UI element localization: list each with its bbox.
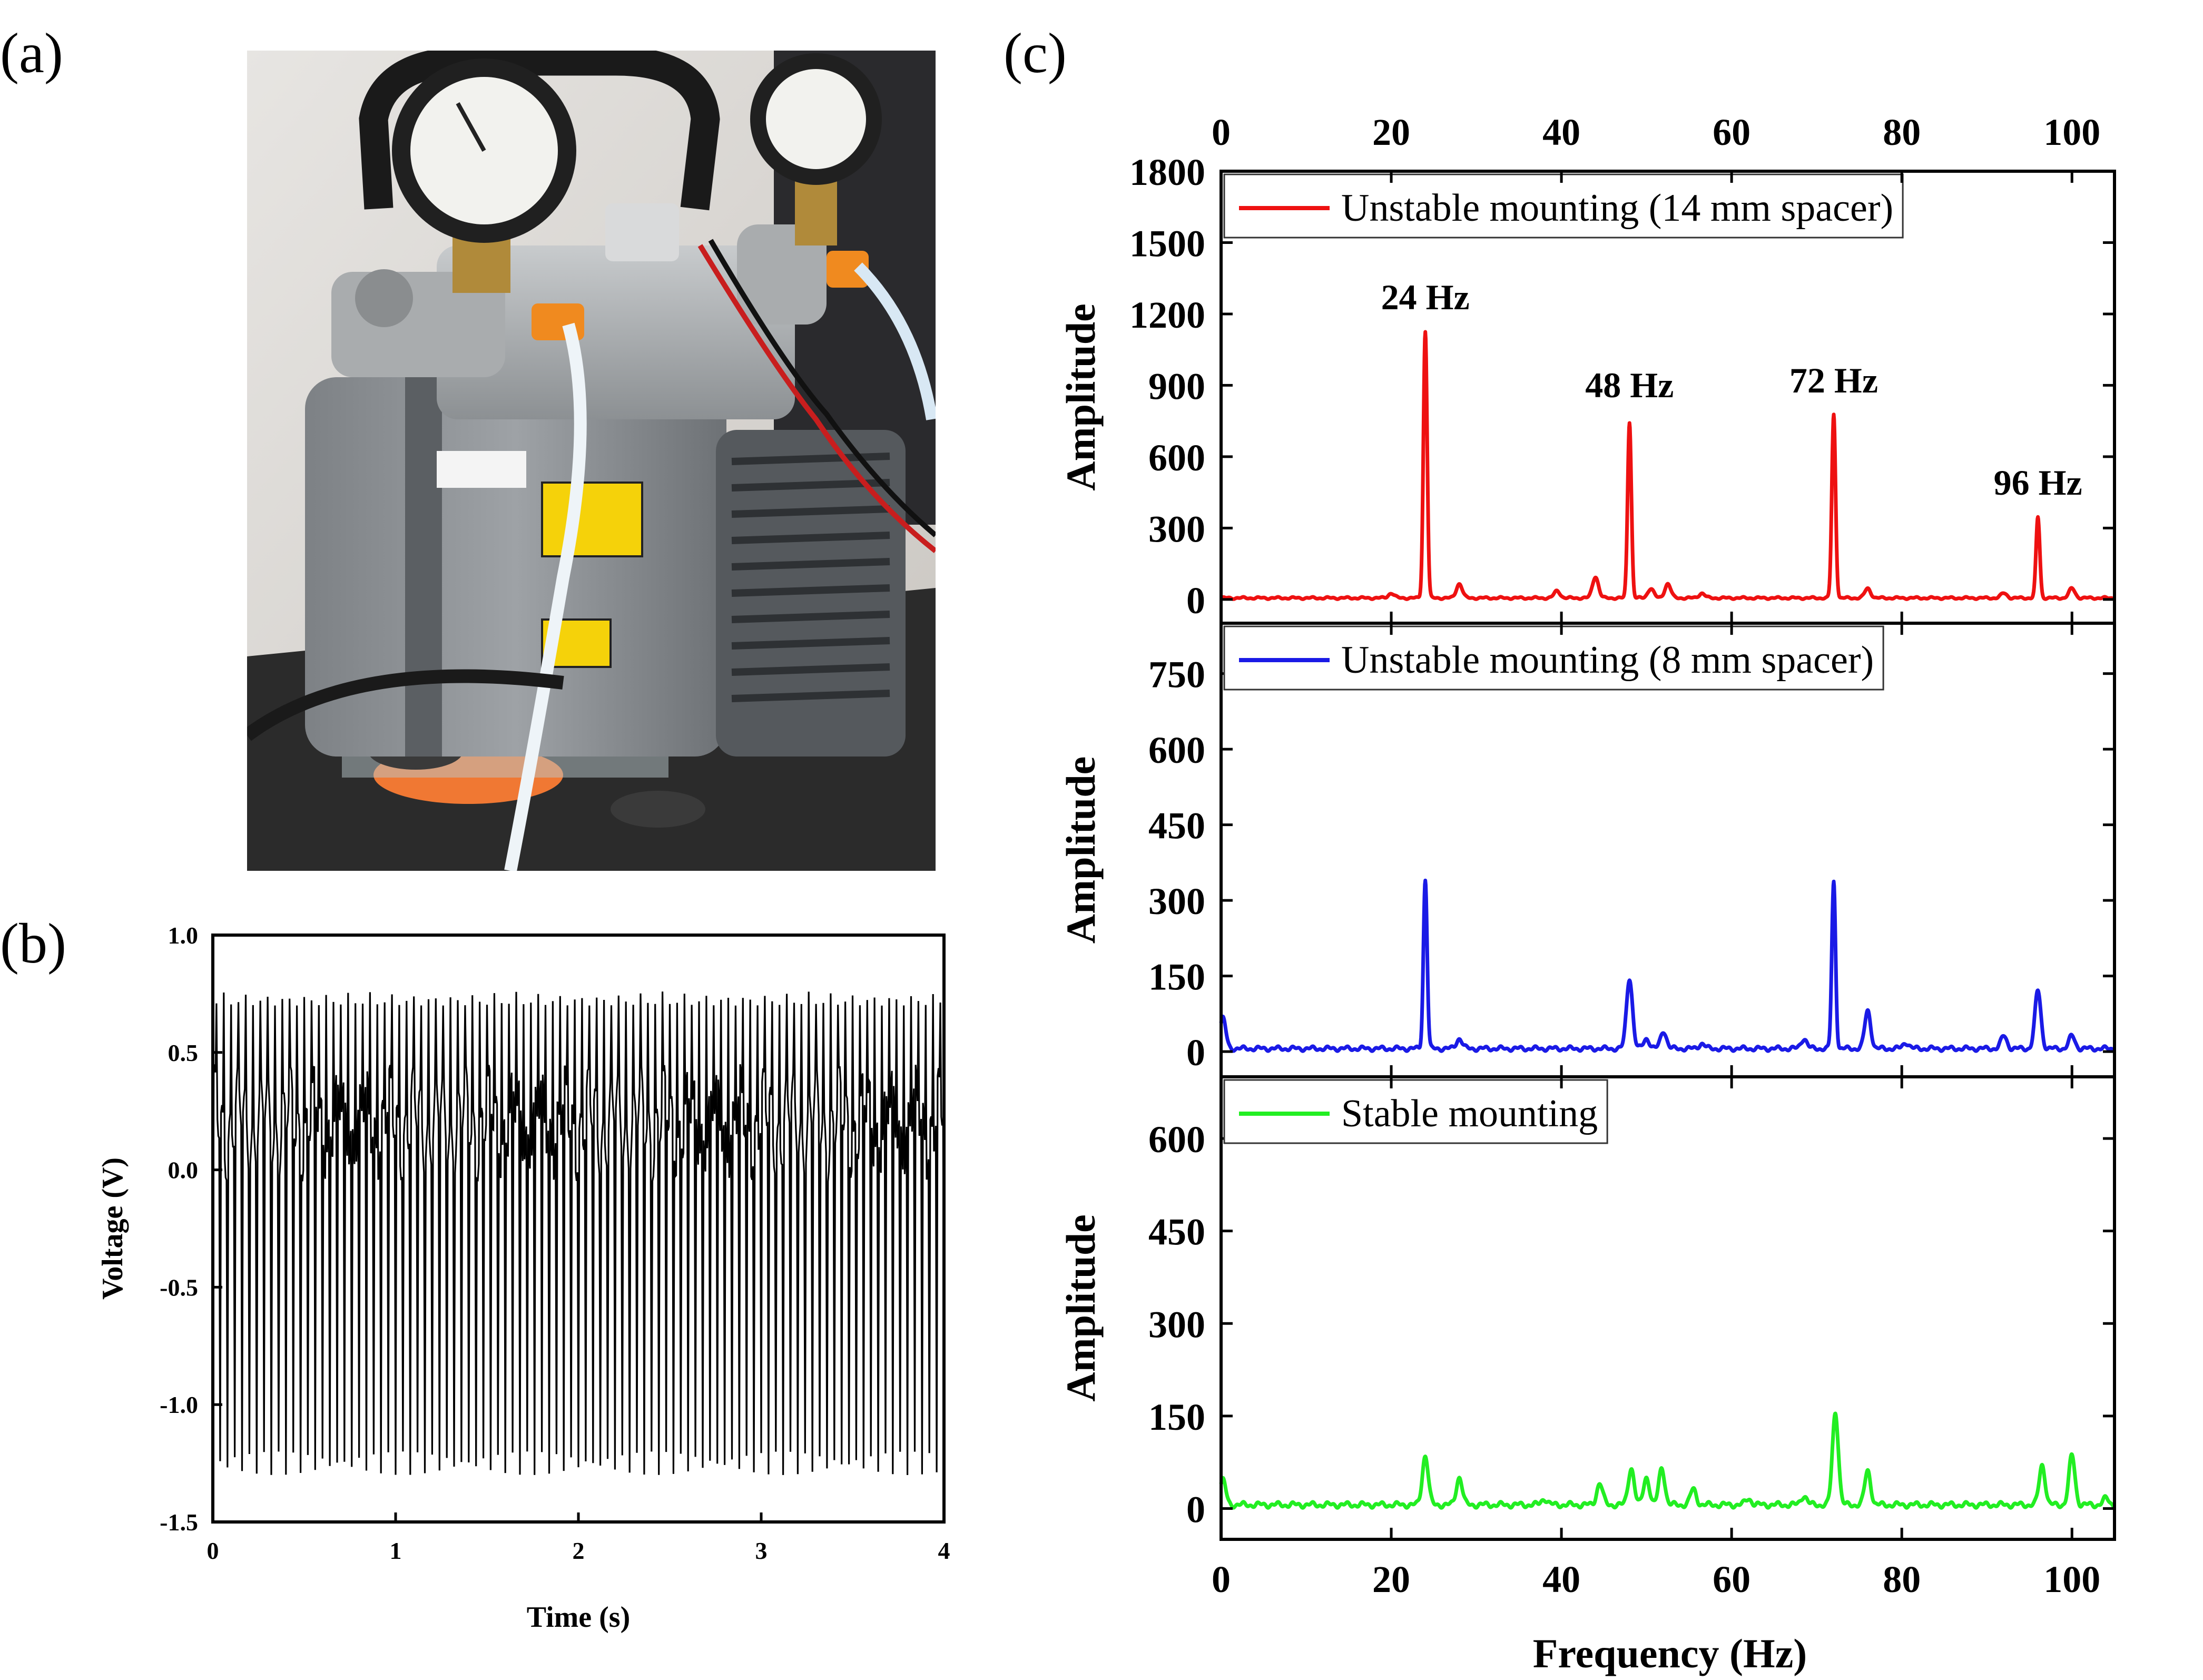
chart-c-x-axes: 0 0 20 20 40 40 60 60 80 80 100 100 xyxy=(1212,111,2100,1600)
chart-c-xlabel: Frequency (Hz) xyxy=(1533,1630,1807,1676)
chart-c-ytick-label: 1800 xyxy=(1129,151,1205,193)
chart-b-series-voltage xyxy=(212,991,945,1475)
chart-b-xtick-label: 4 xyxy=(938,1537,950,1564)
chart-c-legend-3: Stable mounting xyxy=(1223,1079,1608,1144)
chart-c-ylabel: Amplitude xyxy=(1058,1214,1104,1401)
photo-knob-left xyxy=(355,269,413,327)
chart-c-legend-1: Unstable mounting (14 mm spacer) xyxy=(1223,173,1904,239)
chart-c-ytick-label: 300 xyxy=(1148,880,1205,922)
photo-barcode-sticker xyxy=(437,451,526,488)
chart-c-top-xtick-label: 40 xyxy=(1542,111,1580,153)
chart-b-xtick-label: 3 xyxy=(755,1537,768,1564)
chart-c-legend-box xyxy=(1223,625,1884,691)
chart-b-xtick-label: 1 xyxy=(390,1537,402,1564)
chart-b-ytick-label: -1.0 xyxy=(160,1391,198,1418)
photo-head-cap xyxy=(605,203,679,261)
panel-label-b: (b) xyxy=(0,912,66,975)
chart-c-legend-label: Stable mounting xyxy=(1341,1092,1598,1135)
chart-c-ytick-label: 450 xyxy=(1148,1211,1205,1253)
panel-label-a: (a) xyxy=(0,22,63,85)
photo-wire-red xyxy=(697,244,936,553)
chart-c-ytick-label: 300 xyxy=(1148,1303,1205,1345)
chart-c-ytick-label: 1500 xyxy=(1129,222,1205,264)
chart-c-ytick-label: 300 xyxy=(1148,508,1205,550)
chart-c-peak-annotation: 24 Hz xyxy=(1381,277,1470,317)
chart-c-ytick-label: 450 xyxy=(1148,805,1205,847)
chart-c-ytick-label: 600 xyxy=(1148,729,1205,771)
chart-c-ytick-label: 150 xyxy=(1148,956,1205,998)
photo-foot-right xyxy=(611,791,705,828)
chart-c-ytick-label: 900 xyxy=(1148,365,1205,407)
chart-b-ytick-label: 0.5 xyxy=(168,1039,199,1066)
chart-c-xtick-label: 20 xyxy=(1372,1558,1410,1600)
chart-c-top-xtick-label: 20 xyxy=(1372,111,1410,153)
chart-b-xtick-label: 0 xyxy=(207,1537,219,1564)
photo-grille-slats xyxy=(731,453,890,702)
chart-b-ytick-label: -1.5 xyxy=(160,1509,198,1536)
chart-c-ylabel: Amplitude xyxy=(1058,303,1104,490)
chart-c-peak-annotation: 48 Hz xyxy=(1585,365,1674,405)
chart-c-xtick-label: 40 xyxy=(1542,1558,1580,1600)
chart-c-legend-label: Unstable mounting (8 mm spacer) xyxy=(1341,638,1874,682)
chart-c-xtick-label: 0 xyxy=(1212,1558,1231,1600)
chart-c-peak-annotation: 96 Hz xyxy=(1994,463,2082,503)
chart-c-subplot-2: 0 150 300 450 600 750 Amplitude Unstable mounti… xyxy=(1058,622,2116,1078)
chart-b-ytick-label: 1.0 xyxy=(168,922,199,949)
chart-c-subplot-frame xyxy=(1219,1075,2116,1541)
chart-c-xtick-label: 80 xyxy=(1883,1558,1921,1600)
chart-b-ytick-label: -0.5 xyxy=(160,1274,198,1301)
photo-power-cord xyxy=(247,669,564,741)
chart-c-top-xtick-label: 60 xyxy=(1713,111,1750,153)
photo-gauge-bracket xyxy=(359,51,720,211)
chart-c-series-2 xyxy=(1219,878,2116,1053)
chart-c-top-xtick-label: 80 xyxy=(1883,111,1921,153)
photo-motor-band xyxy=(405,377,442,757)
chart-c-subplots: 0300600900120015001800AmplitudeUnstable … xyxy=(1058,151,2116,1541)
photo-wire-black xyxy=(708,239,936,537)
chart-c-subplot-3: 0 150 300 450 600 Amplitude Stable mounting xyxy=(1058,1075,2116,1541)
chart-c-ytick-label: 0 xyxy=(1186,1031,1205,1074)
photo-fitting-right xyxy=(827,251,869,288)
chart-c-ytick-label: 150 xyxy=(1148,1396,1205,1438)
chart-b-ytick-label: 0.0 xyxy=(168,1157,199,1184)
chart-c-legend-2: Unstable mounting (8 mm spacer) xyxy=(1223,625,1884,691)
chart-c-ytick-label: 0 xyxy=(1186,1488,1205,1530)
chart-c-ytick-label: 0 xyxy=(1186,579,1205,622)
chart-c-legend-label: Unstable mounting (14 mm spacer) xyxy=(1341,186,1893,230)
photo-tube-left xyxy=(504,322,587,871)
chart-b-xtick-label: 2 xyxy=(573,1537,585,1564)
chart-c-peak-annotation: 72 Hz xyxy=(1789,360,1878,400)
chart-c-series-1 xyxy=(1219,330,2116,601)
chart-c-legend-box xyxy=(1223,173,1904,239)
photo-pump-head xyxy=(437,245,795,419)
chart-c-top-xtick-label: 100 xyxy=(2043,111,2100,153)
chart-c-ytick-label: 600 xyxy=(1148,437,1205,479)
chart-b-ylabel: Voltage (V) xyxy=(96,1157,129,1300)
chart-c-ytick-label: 750 xyxy=(1148,654,1205,696)
chart-c-ytick-label: 600 xyxy=(1148,1118,1205,1161)
chart-c-subplot-frame xyxy=(1219,622,2116,1078)
chart-c-xtick-label: 60 xyxy=(1713,1558,1750,1600)
photo-tube-right xyxy=(854,262,936,420)
chart-b-plot-area xyxy=(212,991,945,1475)
chart-c-ytick-label: 1200 xyxy=(1129,294,1205,336)
chart-c-ylabel: Amplitude xyxy=(1058,757,1104,944)
photo-warning-label xyxy=(541,482,643,557)
chart-b-axes: 0 1 2 3 4 -1.5 -1.0 -0.5 0.0 0.5 1.0 xyxy=(160,922,950,1564)
chart-b-xlabel: Time (s) xyxy=(527,1601,631,1634)
vacuum-pump-photo xyxy=(247,51,936,871)
chart-c-series-3 xyxy=(1219,1411,2116,1510)
chart-c-xtick-label: 100 xyxy=(2043,1558,2100,1600)
chart-c-top-xtick-label: 0 xyxy=(1212,111,1231,153)
photo-valve-block-right xyxy=(737,224,827,325)
chart-c-subplot-1: 0 300 600 900 1200 1500 1800 Amplitude Unstable … xyxy=(1058,151,2116,625)
panel-label-c: (c) xyxy=(1004,22,1067,85)
